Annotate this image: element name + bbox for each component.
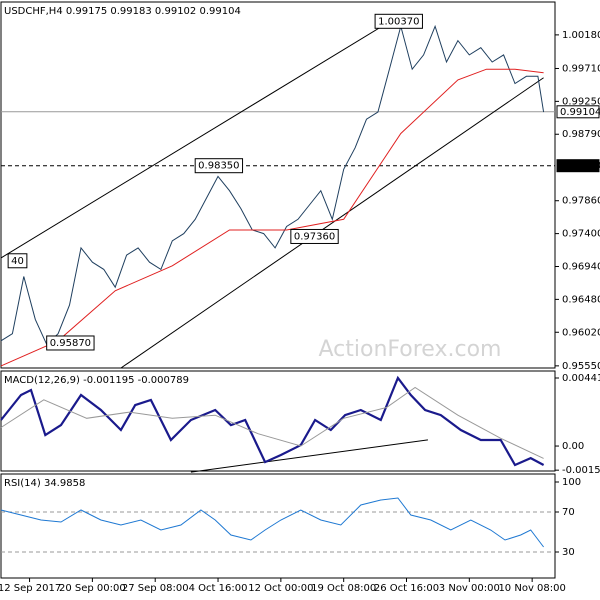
y-tick-label: -0.001566	[562, 465, 600, 476]
x-tick-label: 4 Oct 16:00	[189, 583, 248, 594]
annotation-box	[374, 13, 423, 29]
panel-frame	[0, 370, 556, 472]
annotation: 40	[11, 256, 24, 267]
annotation-box	[46, 335, 95, 351]
annotation: 0.95870	[50, 338, 91, 349]
y-tick-label: 100	[562, 477, 581, 488]
y-tick-label: 0.96020	[562, 327, 600, 338]
x-tick-label: 12 Oct 00:00	[248, 583, 313, 594]
x-tick-label: 3 Nov 00:00	[439, 583, 500, 594]
series-line	[0, 386, 544, 459]
y-tick-label: 0.97860	[562, 196, 600, 207]
price-label-box	[556, 105, 600, 119]
panel-frame	[0, 473, 556, 579]
x-tick-label: 19 Oct 08:00	[311, 583, 376, 594]
y-tick-label: 1.00180	[562, 30, 600, 41]
y-tick-label: 0.99710	[562, 63, 600, 74]
y-tick-label: 30	[562, 547, 575, 558]
annotation: 1.00370	[378, 16, 419, 27]
annotation: 0.97360	[294, 231, 335, 242]
annotation-box	[290, 228, 339, 244]
panel-title: RSI(14) 34.9858	[4, 478, 85, 489]
price-label: 0.98350	[560, 161, 600, 172]
y-tick-label: 0.96940	[562, 261, 600, 272]
trend-line	[190, 439, 428, 473]
x-tick-label: 27 Sep 08:00	[122, 583, 189, 594]
panel-title: USDCHF,H4 0.99175 0.99183 0.99102 0.9910…	[4, 6, 241, 17]
annotation-box	[7, 253, 28, 269]
series-line	[0, 497, 544, 548]
y-tick-label: 0.98790	[562, 129, 600, 140]
y-tick-label: 0.00	[562, 441, 584, 452]
watermark: ActionForex.com	[319, 337, 502, 362]
y-tick-label: 0.97400	[562, 229, 600, 240]
price-label: 0.99104	[560, 107, 600, 118]
panel-frame	[0, 1, 556, 369]
annotation-box	[194, 158, 244, 174]
price-label-box	[556, 159, 600, 173]
series-line	[0, 375, 545, 467]
x-tick-label: 12 Sep 2017	[0, 583, 61, 594]
y-tick-label: 0.95550	[562, 361, 600, 372]
x-tick-label: 26 Oct 16:00	[374, 583, 439, 594]
x-tick-label: 20 Sep 00:00	[59, 583, 126, 594]
y-tick-label: 0.004416	[562, 373, 600, 384]
trend-line	[120, 77, 544, 369]
y-tick-label: 0.96480	[562, 294, 600, 305]
x-tick-label: 10 Nov 08:00	[498, 583, 565, 594]
panel-title: MACD(12,26,9) -0.001195 -0.000789	[4, 375, 189, 386]
trend-line	[0, 14, 402, 259]
y-tick-label: 0.99250	[562, 96, 600, 107]
series-line	[0, 68, 544, 367]
y-tick-label: 70	[562, 507, 575, 518]
annotation: 0.98350	[198, 161, 239, 172]
series-line	[0, 24, 545, 346]
